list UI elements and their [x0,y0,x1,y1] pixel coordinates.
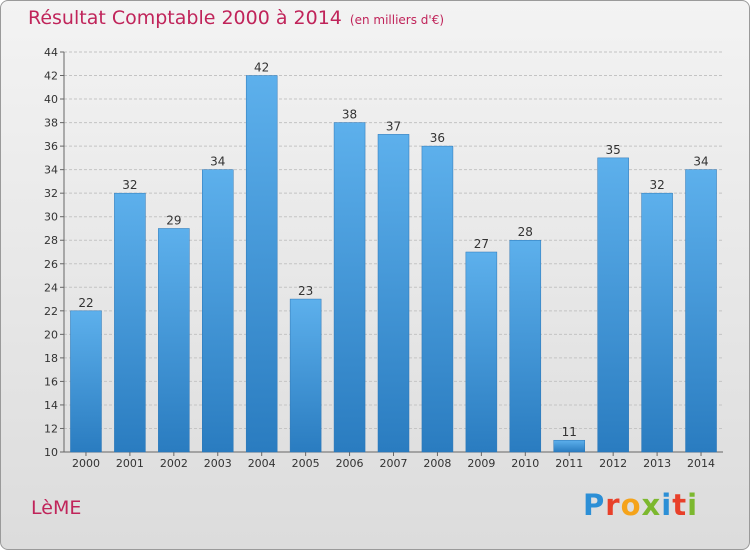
y-tick-label: 16 [44,375,58,388]
data-label: 32 [122,178,137,192]
x-tick-label: 2005 [292,457,320,470]
logo-letter: i [661,488,673,522]
proxiti-logo[interactable]: Proxiti [583,488,698,522]
bar-2005 [289,298,322,453]
y-tick-label: 18 [44,352,58,365]
y-tick-label: 12 [44,422,58,435]
data-label: 37 [386,119,401,133]
y-tick-label: 36 [44,140,58,153]
x-tick-label: 2007 [380,457,408,470]
x-tick-label: 2004 [248,457,276,470]
bar-2013 [641,192,673,453]
x-tick-label: 2001 [116,457,144,470]
x-tick-label: 2010 [511,457,539,470]
bar-2009 [465,251,498,453]
data-label: 34 [693,155,708,169]
chart-subtitle: (en milliers d'€) [349,13,445,27]
data-label: 23 [298,284,313,298]
x-tick-label: 2006 [336,457,364,470]
bar-2008 [421,145,454,453]
commune-name: LèME [31,497,82,519]
logo-letter: i [687,488,699,522]
logo-letter: o [620,488,642,522]
y-tick-label: 14 [44,399,58,412]
data-label: 32 [649,178,664,192]
x-tick-label: 2009 [467,457,495,470]
bar-2011 [553,439,585,453]
x-tick-label: 2012 [599,457,627,470]
data-label: 22 [78,296,93,310]
bar-2002 [158,228,190,453]
y-tick-label: 38 [44,117,58,130]
x-tick-label: 2002 [160,457,188,470]
y-tick-label: 10 [44,446,58,459]
logo-letter: t [672,488,688,522]
x-tick-label: 2011 [555,457,583,470]
y-tick-label: 26 [44,258,58,271]
logo-letter: P [583,488,606,522]
y-tick-label: 20 [44,328,58,341]
data-label: 28 [518,225,533,239]
bar-2012 [597,157,629,453]
y-tick-label: 40 [44,93,58,106]
bar-2006 [333,122,366,453]
logo-letter: r [605,488,621,522]
bar-2004 [245,75,278,453]
y-tick-label: 24 [44,281,58,294]
bar-2003 [202,169,234,453]
chart-title: Résultat Comptable 2000 à 2014 (en millie… [28,7,444,29]
bar-2000 [70,310,102,453]
bar-2010 [509,239,542,453]
y-tick-label: 30 [44,211,58,224]
x-tick-label: 2013 [643,457,671,470]
x-tick-label: 2000 [72,457,100,470]
y-tick-label: 44 [44,46,58,59]
data-label: 11 [562,425,577,439]
data-label: 42 [254,61,269,75]
y-tick-label: 28 [44,234,58,247]
data-label: 34 [210,155,225,169]
x-tick-label: 2014 [687,457,715,470]
y-tick-label: 34 [44,164,58,177]
y-tick-label: 42 [44,70,58,83]
data-label: 36 [430,131,445,145]
data-label: 35 [606,143,621,157]
x-tick-label: 2008 [423,457,451,470]
bar-2007 [377,134,410,453]
bar-2001 [114,192,146,453]
data-label: 38 [342,108,357,122]
logo-letter: x [641,488,662,522]
chart-title-text: Résultat Comptable 2000 à 2014 [28,7,342,29]
y-tick-label: 22 [44,305,58,318]
bar-2014 [685,169,717,453]
y-tick-label: 32 [44,187,58,200]
data-label: 29 [166,213,181,227]
x-tick-label: 2003 [204,457,232,470]
data-label: 27 [474,237,489,251]
